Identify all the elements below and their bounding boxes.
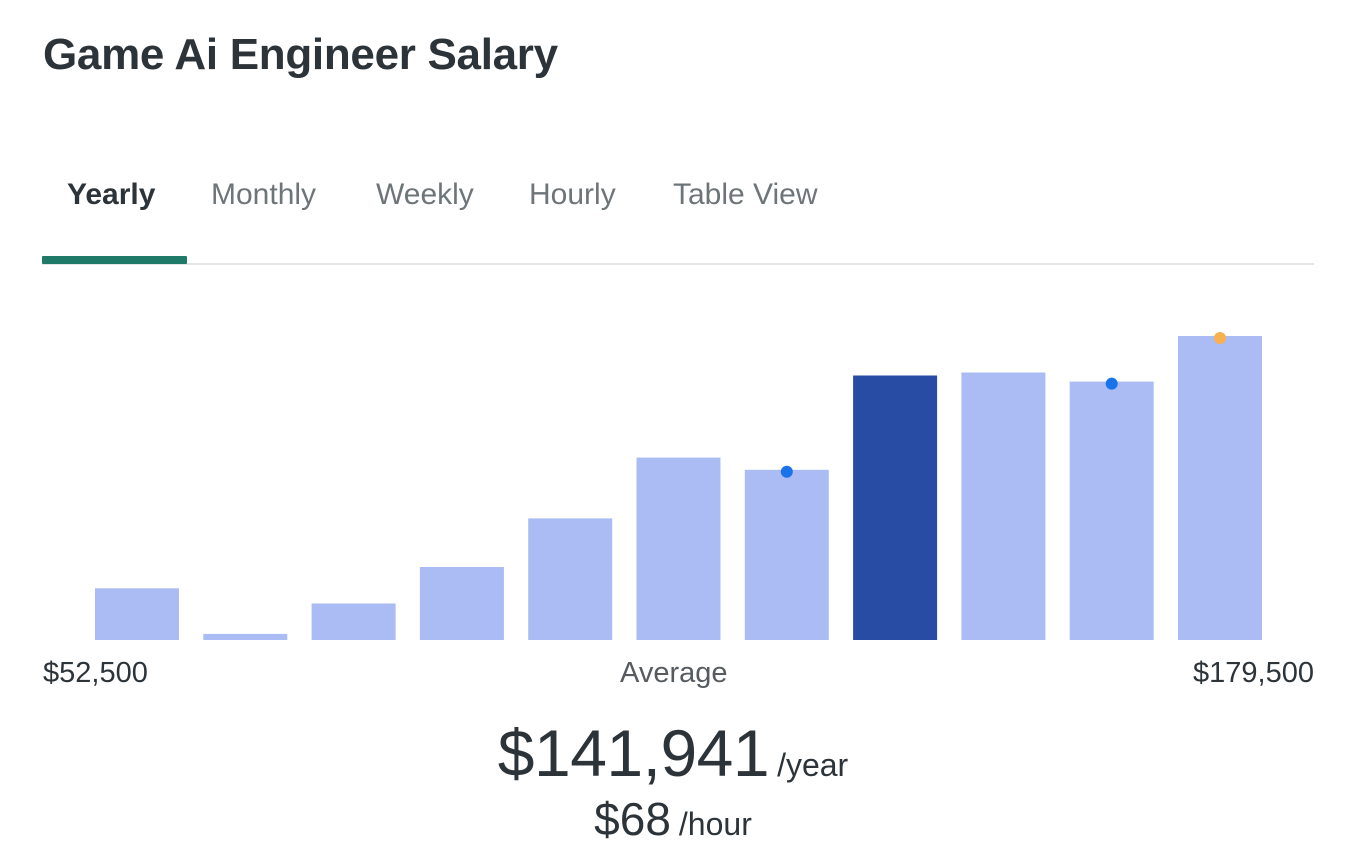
yearly-unit: /year <box>777 747 849 783</box>
axis-max-label: $179,500 <box>1193 657 1314 689</box>
tab-table-view[interactable]: Table View <box>673 178 818 211</box>
histogram-bar <box>203 633 288 640</box>
orange-marker-dot <box>1214 332 1226 344</box>
hourly-average: $68/hour <box>0 792 1346 846</box>
hourly-unit: /hour <box>678 806 752 842</box>
histogram-bar <box>311 603 396 640</box>
yearly-average: $141,941/year <box>0 715 1346 791</box>
histogram-bar <box>528 518 613 640</box>
histogram-bar <box>95 588 179 640</box>
axis-min-label: $52,500 <box>43 657 148 689</box>
blue-marker-dot <box>780 465 793 478</box>
histogram-bar <box>636 457 721 640</box>
tab-yearly[interactable]: Yearly <box>67 178 156 211</box>
period-tabs: Yearly Monthly Weekly Hourly Table View <box>42 150 1314 265</box>
active-tab-indicator <box>42 256 187 264</box>
blue-marker-dot <box>1105 377 1118 390</box>
histogram-bar <box>419 567 504 640</box>
histogram-bar <box>1069 381 1154 640</box>
histogram-bar <box>1178 336 1262 640</box>
tab-monthly[interactable]: Monthly <box>211 178 317 211</box>
histogram-bar <box>961 372 1046 640</box>
axis-average-label: Average <box>620 657 728 689</box>
histogram-bar-average <box>853 375 938 640</box>
histogram-bar <box>744 469 829 640</box>
hourly-average-value: $68 <box>594 793 671 845</box>
yearly-average-value: $141,941 <box>497 716 770 790</box>
salary-histogram <box>95 332 1262 640</box>
tab-weekly[interactable]: Weekly <box>376 178 474 211</box>
tab-hourly[interactable]: Hourly <box>529 178 616 211</box>
page-title: Game Ai Engineer Salary <box>43 30 558 79</box>
